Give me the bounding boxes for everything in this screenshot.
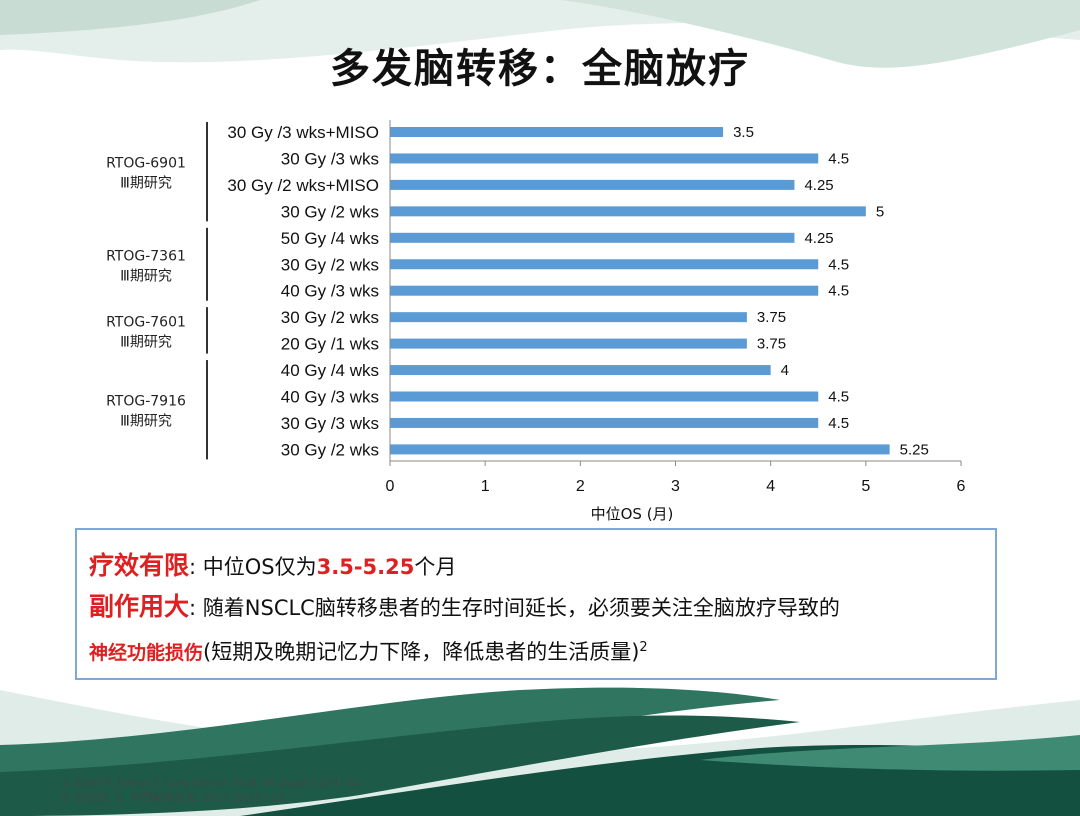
data-label: 4.5 — [828, 415, 849, 432]
category-label: 30 Gy /3 wks — [281, 414, 379, 433]
group-phase: Ⅲ期研究 — [120, 414, 172, 430]
data-label: 4.25 — [804, 177, 833, 194]
bar — [390, 365, 771, 376]
group-phase: Ⅲ期研究 — [120, 268, 172, 284]
efficacy-range: 3.5-5.25 — [316, 555, 415, 579]
references: 1. Zabel A, Debus J. Lung Cancer. 2004, … — [62, 776, 364, 806]
data-label: 3.75 — [757, 309, 786, 326]
bar — [390, 259, 819, 270]
bar — [390, 285, 819, 296]
group-name: RTOG-7601 — [106, 314, 186, 330]
neuro-footnote-ref: 2 — [639, 640, 648, 655]
bar — [390, 232, 795, 243]
reference-1: 1. Zabel A, Debus J. Lung Cancer. 2004, … — [62, 777, 364, 789]
data-label: 5 — [876, 203, 884, 220]
efficacy-colon: : — [189, 555, 203, 579]
summary-line-side-effects: 副作用大: 随着NSCLC脑转移患者的生存时间延长，必须要关注全脑放疗导致的 — [89, 587, 983, 628]
x-axis-title: 中位OS (月) — [591, 505, 674, 523]
bar — [390, 206, 866, 217]
x-tick-label: 2 — [576, 478, 585, 495]
bar-chart: 3.5 30 Gy /3 wks+MISO 4.5 30 Gy /3 wks 4.25 3… — [106, 120, 966, 523]
category-label: 50 Gy /4 wks — [281, 229, 379, 248]
x-tick-label: 5 — [861, 478, 870, 495]
group-name: RTOG-7916 — [106, 394, 186, 410]
bar — [390, 312, 747, 323]
group-phase: Ⅲ期研究 — [120, 176, 172, 192]
group-name: RTOG-7361 — [106, 248, 186, 264]
data-label: 4.25 — [804, 230, 833, 247]
data-label: 4.5 — [828, 256, 849, 273]
reference-2: 2. 石远凯, 等. 中国肺癌杂志. 2017, 20(1):1-13. — [62, 792, 287, 804]
x-tick-label: 6 — [957, 478, 966, 495]
category-label: 30 Gy /2 wks — [281, 440, 379, 459]
efficacy-text: 中位OS仅为 — [202, 555, 317, 579]
efficacy-tail: 个月 — [414, 555, 457, 579]
neuro-text: (短期及晚期记忆力下降，降低患者的生活质量) — [203, 640, 640, 664]
data-label: 4 — [781, 362, 789, 379]
summary-line-neuro: 神经功能损伤(短期及晚期记忆力下降，降低患者的生活质量)2 — [89, 628, 983, 673]
category-label: 40 Gy /4 wks — [281, 361, 379, 380]
x-tick-label: 4 — [766, 478, 775, 495]
x-tick-label: 3 — [671, 478, 680, 495]
side-effects-text: 随着NSCLC脑转移患者的生存时间延长，必须要关注全脑放疗导致的 — [202, 596, 840, 620]
summary-box: 疗效有限: 中位OS仅为3.5-5.25个月 副作用大: 随着NSCLC脑转移患… — [75, 528, 997, 680]
data-label: 4.5 — [828, 283, 849, 300]
x-tick-label: 1 — [481, 478, 490, 495]
bar — [390, 127, 724, 137]
category-label: 20 Gy /1 wks — [281, 335, 379, 354]
summary-line-efficacy: 疗效有限: 中位OS仅为3.5-5.25个月 — [89, 546, 983, 587]
data-label: 4.5 — [828, 389, 849, 406]
efficacy-label: 疗效有限 — [89, 551, 190, 580]
bar — [390, 179, 795, 190]
page-title: 多发脑转移：全脑放疗 — [330, 46, 750, 92]
bar — [390, 153, 819, 164]
category-label: 30 Gy /2 wks — [281, 255, 379, 274]
category-label: 30 Gy /3 wks+MISO — [227, 123, 379, 142]
bar — [390, 444, 890, 455]
data-label: 3.75 — [757, 336, 786, 353]
category-label: 30 Gy /2 wks — [281, 308, 379, 327]
category-label: 40 Gy /3 wks — [281, 282, 379, 301]
data-label: 3.5 — [733, 124, 754, 141]
neuro-label: 神经功能损伤 — [89, 642, 204, 664]
category-label: 40 Gy /3 wks — [281, 388, 379, 407]
bar — [390, 391, 819, 402]
group-phase: Ⅲ期研究 — [120, 334, 172, 350]
side-effects-colon: : — [189, 596, 203, 620]
side-effects-label: 副作用大 — [89, 592, 190, 621]
category-label: 30 Gy /2 wks+MISO — [227, 176, 379, 195]
category-label: 30 Gy /2 wks — [281, 202, 379, 221]
data-label: 4.5 — [828, 150, 849, 167]
bar — [390, 417, 819, 428]
category-label: 30 Gy /3 wks — [281, 149, 379, 168]
bar — [390, 338, 747, 349]
data-label: 5.25 — [900, 441, 929, 458]
x-tick-label: 0 — [386, 478, 395, 495]
group-name: RTOG-6901 — [106, 156, 186, 172]
